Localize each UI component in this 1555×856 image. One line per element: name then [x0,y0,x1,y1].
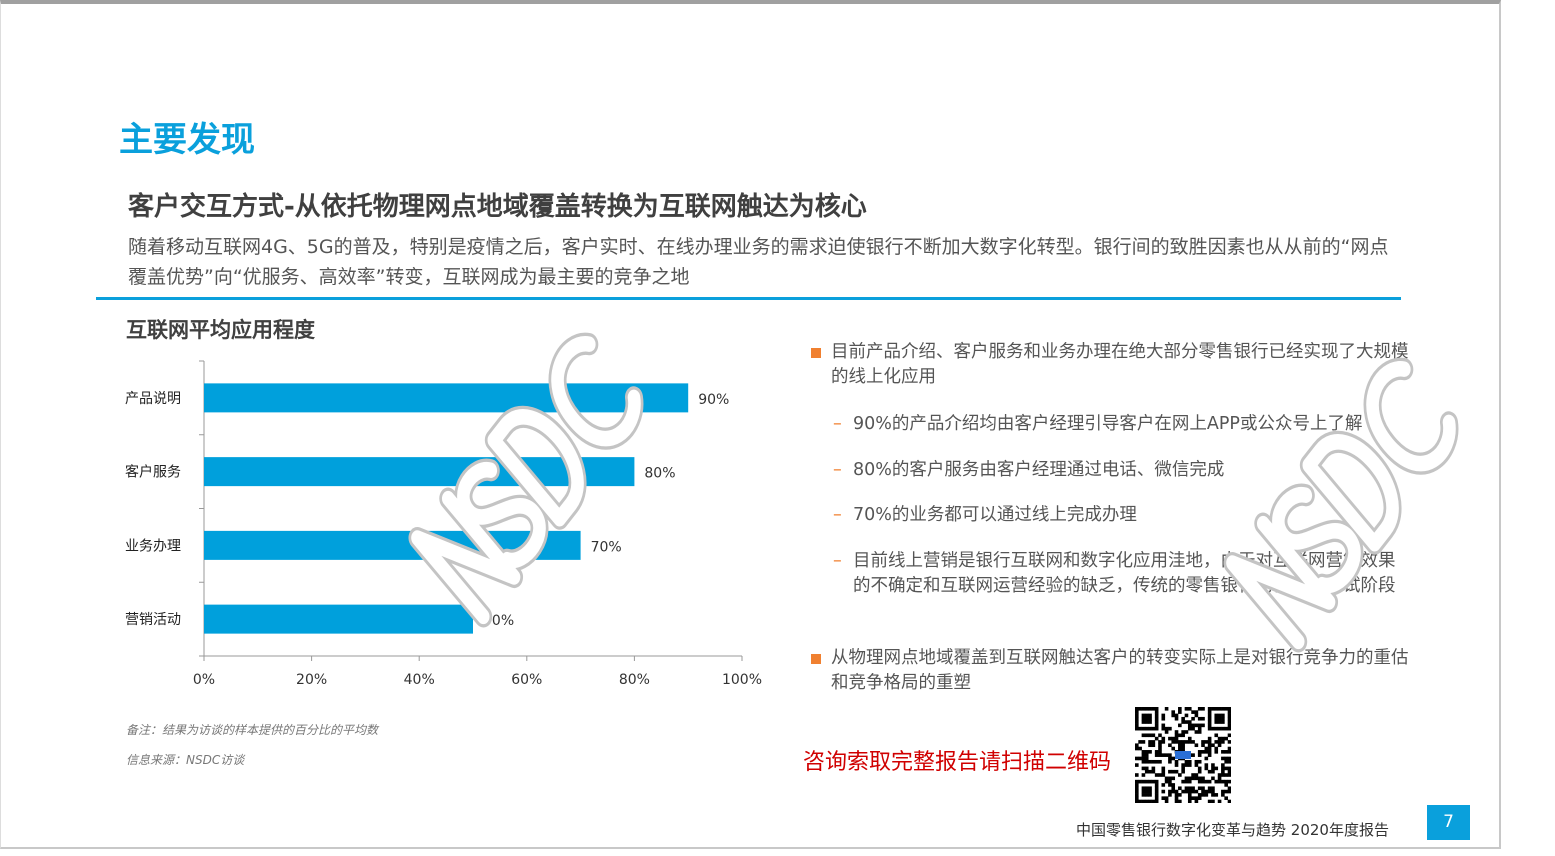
x-tick-label: 80% [619,672,650,688]
chart-remark: 备注：结果为访谈的样本提供的百分比的平均数 [126,723,379,737]
x-tick-label: 100% [722,672,762,688]
bullet-square-icon [811,654,821,664]
sub-bullet: –70%的业务都可以通过线上完成办理 [811,503,1411,528]
qr-code-icon[interactable] [1135,707,1231,803]
lead-paragraph: 随着移动互联网4G、5G的普及，特别是疫情之后，客户实时、在线办理业务的需求迫使… [128,236,1389,288]
bullet-2: 从物理网点地域覆盖到互联网触达客户的转变实际上是对银行竞争力的重估和竞争格局的重… [811,646,1411,696]
sub-bullet: – 目前线上营销是银行互联网和数字化应用洼地，由于对互联网营销效果的不确定和互联网… [811,549,1411,599]
bar [204,530,581,560]
bar [204,383,689,413]
category-label: 营销活动 [125,612,181,628]
x-tick-label: 0% [193,672,215,688]
dash-icon: – [833,551,842,571]
sub-bullet-text: 90%的产品介绍均由客户经理引导客户在网上APP或公众号上了解 [853,414,1363,434]
dash-icon: – [833,505,842,525]
sub-bullet-text: 70%的业务都可以通过线上完成办理 [853,505,1137,525]
data-label: 80% [644,466,675,482]
bullet-1: 目前产品介绍、客户服务和业务办理在绝大部分零售银行已经实现了大规模的线上化应用 [811,340,1411,390]
x-tick-label: 60% [511,672,542,688]
bullet-text: 从物理网点地域覆盖到互联网触达客户的转变实际上是对银行竞争力的重估和竞争格局的重… [831,648,1409,693]
x-tick-label: 40% [404,672,435,688]
bullet-text: 目前产品介绍、客户服务和业务办理在绝大部分零售银行已经实现了大规模的线上化应用 [831,342,1409,387]
data-label: 50% [483,613,514,629]
data-label: 70% [591,539,622,555]
data-label: 90% [698,392,729,408]
x-tick-label: 20% [296,672,327,688]
sub-bullet: –90%的产品介绍均由客户经理引导客户在网上APP或公众号上了解 [811,412,1411,437]
chart-source: 信息来源：NSDC访谈 [126,753,245,767]
dash-icon: – [833,414,842,434]
page-subheading: 客户交互方式-从依托物理网点地域覆盖转换为互联网触达为核心 [128,192,867,222]
category-label: 业务办理 [125,538,181,554]
category-label: 客户服务 [125,464,181,481]
category-label: 产品说明 [125,391,181,407]
page-number: 7 [1427,805,1470,840]
footer-title: 中国零售银行数字化变革与趋势 2020年度报告 [1076,821,1389,839]
qr-call-to-action: 咨询索取完整报告请扫描二维码 [803,750,1112,775]
sub-bullet: –80%的客户服务由客户经理通过电话、微信完成 [811,458,1411,483]
sub-bullet-text: 80%的客户服务由客户经理通过电话、微信完成 [853,460,1225,480]
divider [96,297,1401,300]
bar [204,457,635,487]
slide: 主要发现 客户交互方式-从依托物理网点地域覆盖转换为互联网触达为核心 随着移动互… [0,0,1501,849]
chart-title: 互联网平均应用程度 [126,318,315,342]
dash-icon: – [833,460,842,480]
page-heading: 主要发现 [119,120,255,160]
bar [204,604,473,634]
sub-bullet-text: 目前线上营销是银行互联网和数字化应用洼地，由于对互联网营销效果的不确定和互联网运… [853,551,1396,596]
bullet-square-icon [811,348,821,358]
